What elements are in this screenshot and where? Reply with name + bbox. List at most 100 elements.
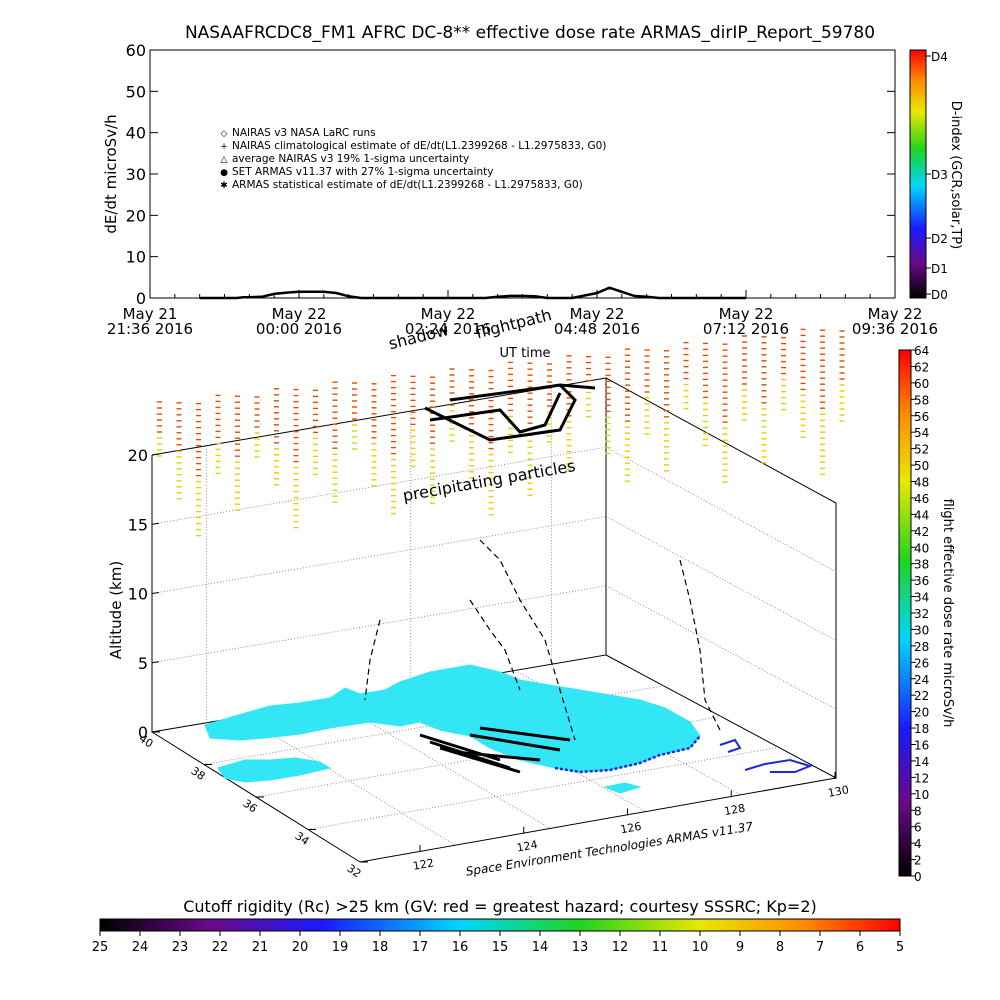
altitude-tick-label: 10 <box>128 585 148 604</box>
precipitating-particle-marks <box>157 328 845 537</box>
legend-symbol: △ <box>221 155 228 165</box>
x-tick-time: 09:36 2016 <box>852 320 938 338</box>
d-index-colorbar: D0 D1 D2 D3 D4 D-index (GCR,solar,TP) <box>909 49 963 302</box>
x-tick-date: May 22 <box>868 305 923 323</box>
dose-rate-tick-label: 62 <box>914 360 929 374</box>
land-shape <box>603 782 642 794</box>
dose-rate-tick-label: 20 <box>914 706 929 720</box>
flight-path-segment <box>479 539 576 741</box>
dose-rate-tick-label: 60 <box>914 377 929 391</box>
flight-path-segment <box>364 619 381 701</box>
cutoff-rigidity-tick-label: 10 <box>692 940 709 955</box>
legend-symbol: ✱ <box>220 181 228 191</box>
shadow-segment <box>469 733 561 752</box>
dose-rate-tick-label: 26 <box>914 656 929 670</box>
x-tick-date: May 21 <box>123 305 178 323</box>
dose-rate-tick-label: 32 <box>914 607 929 621</box>
time-series-x-label: UT time <box>500 346 551 361</box>
y-tick-label: 0 <box>136 289 146 308</box>
dose-rate-tick-label: 28 <box>914 640 929 654</box>
x-tick-time: 04:48 2016 <box>554 320 640 338</box>
y-tick-label: 40 <box>126 124 146 143</box>
cutoff-rigidity-colorbar-fill <box>99 918 901 932</box>
dose-rate-tick-label: 2 <box>914 854 922 868</box>
dose-rate-tick-label: 14 <box>914 755 929 769</box>
cutoff-rigidity-tick-label: 16 <box>452 940 469 955</box>
legend-entry: ARMAS statistical estimate of dE/dt(L1.2… <box>232 179 583 191</box>
dose-rate-tick-label: 4 <box>914 837 922 851</box>
y-tick-label: 60 <box>126 41 146 60</box>
d-index-label: D-index (GCR,solar,TP) <box>948 101 963 249</box>
y-tick-label: 30 <box>126 165 146 184</box>
x-tick-date: May 22 <box>570 305 625 323</box>
time-series-legend: ◇ NAIRAS v3 NASA LaRC runs + NAIRAS climato… <box>220 127 606 191</box>
cutoff-rigidity-tick-label: 14 <box>532 940 549 955</box>
longitude-tick-label: 126 <box>619 820 642 836</box>
dose-rate-tick-label: 64 <box>914 344 929 358</box>
altitude-tick-label: 0 <box>138 723 148 742</box>
x-tick-date: May 22 <box>719 305 774 323</box>
dose-rate-colorbar: 0246810121416182022242628303234363840424… <box>898 344 955 884</box>
land-masses <box>204 664 814 794</box>
dose-rate-tick-label: 18 <box>914 722 929 736</box>
latitude-tick-label: 36 <box>241 797 260 816</box>
cutoff-rigidity-tick-label: 19 <box>332 940 349 955</box>
cutoff-rigidity-label: Cutoff rigidity (Rc) >25 km (GV: red = g… <box>183 897 817 916</box>
floor-front-edge <box>359 777 837 863</box>
dose-rate-ticks: 0246810121416182022242628303234363840424… <box>911 344 929 884</box>
flight-path-segment <box>679 559 721 731</box>
longitude-tick-label: 128 <box>723 802 746 818</box>
d-index-tick-label: D2 <box>931 232 948 246</box>
dose-rate-tick-label: 16 <box>914 739 929 753</box>
cutoff-rigidity-tick-label: 7 <box>816 940 824 955</box>
time-series-y-label: dE/dt microSv/h <box>102 114 120 233</box>
x-tick-time: 21:36 2016 <box>107 320 193 338</box>
right-wall-grid <box>605 446 837 573</box>
flight-shadow-track <box>419 726 571 774</box>
time-series-y-ticks: 0 10 20 30 40 50 60 <box>126 41 895 308</box>
cutoff-rigidity-tick-label: 15 <box>492 940 509 955</box>
altitude-tick <box>151 661 160 664</box>
dose-rate-tick-label: 10 <box>914 788 929 802</box>
legend-entry: NAIRAS v3 NASA LaRC runs <box>232 127 376 139</box>
coastline <box>554 735 701 774</box>
right-wall-grid <box>605 585 837 710</box>
latitude-tick-label: 34 <box>293 829 312 848</box>
altitude-axis-label: Altitude (km) <box>107 561 125 659</box>
dose-rate-tick-label: 50 <box>914 459 929 473</box>
latitude-tick-label: 38 <box>189 764 208 783</box>
shadow-segment <box>479 726 571 742</box>
cutoff-rigidity-tick-label: 13 <box>572 940 589 955</box>
altitude-tick-label: 20 <box>128 446 148 465</box>
dose-rate-tick-label: 46 <box>914 492 929 506</box>
credit-text: Space Environment Technologies ARMAS v11… <box>465 819 755 878</box>
land-shape <box>217 757 332 783</box>
dose-rate-tick-label: 58 <box>914 393 929 407</box>
longitude-tick-label: 124 <box>516 838 539 854</box>
right-wall-grid <box>605 516 837 641</box>
cutoff-rigidity-tick-label: 17 <box>412 940 429 955</box>
d-index-tick-label: D3 <box>931 168 948 182</box>
altitude-tick <box>151 453 160 456</box>
dose-rate-tick-label: 12 <box>914 771 929 785</box>
cutoff-rigidity-tick-label: 21 <box>252 940 269 955</box>
island-outline <box>719 738 742 753</box>
cutoff-rigidity-tick-label: 9 <box>736 940 744 955</box>
shadow-segment <box>439 746 521 774</box>
d-index-tick-label: D1 <box>931 262 948 276</box>
dose-rate-tick-label: 34 <box>914 591 929 605</box>
cutoff-rigidity-colorbar: Cutoff rigidity (Rc) >25 km (GV: red = g… <box>92 897 904 955</box>
cutoff-rigidity-tick-label: 23 <box>172 940 189 955</box>
x-tick-date: May 22 <box>421 305 476 323</box>
legend-symbol: ● <box>220 168 228 178</box>
altitude-tick-label: 15 <box>128 515 148 534</box>
cutoff-rigidity-tick-label: 25 <box>92 940 109 955</box>
d-index-ticks: D0 D1 D2 D3 D4 <box>926 50 948 302</box>
land-shape <box>204 664 701 773</box>
dose-rate-tick-label: 56 <box>914 410 929 424</box>
island-outline <box>744 758 814 773</box>
d-index-tick-label: D4 <box>931 50 948 64</box>
